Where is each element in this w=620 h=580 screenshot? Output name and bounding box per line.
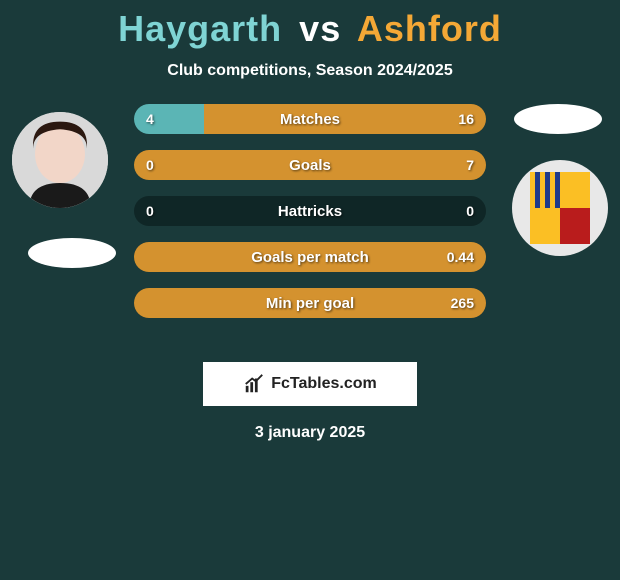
logo-text: FcTables.com [271,375,377,393]
stat-bar: 0 Hattricks 0 [134,196,486,226]
chart-icon [243,373,265,395]
stat-value-left: 0 [146,203,154,219]
bar-fill-right [204,104,486,134]
player1-name: Haygarth [118,8,282,49]
stat-value-right: 265 [451,295,474,311]
stat-label: Goals per match [251,249,369,266]
stat-bars: 4 Matches 16 0 Goals 7 0 Hattricks 0 Goals per ma… [134,104,486,334]
player1-club-badge [28,238,116,268]
stat-label: Goals [289,157,331,174]
stat-bar: Goals per match 0.44 [134,242,486,272]
stat-value-right: 7 [466,157,474,173]
stat-label: Hattricks [278,203,342,220]
stat-bar: 0 Goals 7 [134,150,486,180]
player2-name-badge [514,104,602,134]
stat-value-left: 4 [146,111,154,127]
stat-bar: 4 Matches 16 [134,104,486,134]
fctables-logo: FcTables.com [203,362,417,406]
subtitle: Club competitions, Season 2024/2025 [0,62,620,80]
stat-label: Min per goal [266,295,354,312]
stat-value-right: 0 [466,203,474,219]
stat-label: Matches [280,111,340,128]
player2-club-crest [512,160,608,256]
date: 3 january 2025 [0,424,620,442]
stat-bar: Min per goal 265 [134,288,486,318]
stat-value-left: 0 [146,157,154,173]
player2-name: Ashford [357,8,502,49]
stat-value-right: 16 [458,111,474,127]
crest-icon [530,172,590,244]
title: Haygarth vs Ashford [0,8,620,50]
stat-value-right: 0.44 [447,249,474,265]
player1-avatar [12,112,108,208]
vs-text: vs [299,8,341,49]
bar-fill-left [134,104,204,134]
comparison-card: Haygarth vs Ashford Club competitions, S… [0,0,620,442]
compare-area: 4 Matches 16 0 Goals 7 0 Hattricks 0 Goals per ma… [0,104,620,344]
